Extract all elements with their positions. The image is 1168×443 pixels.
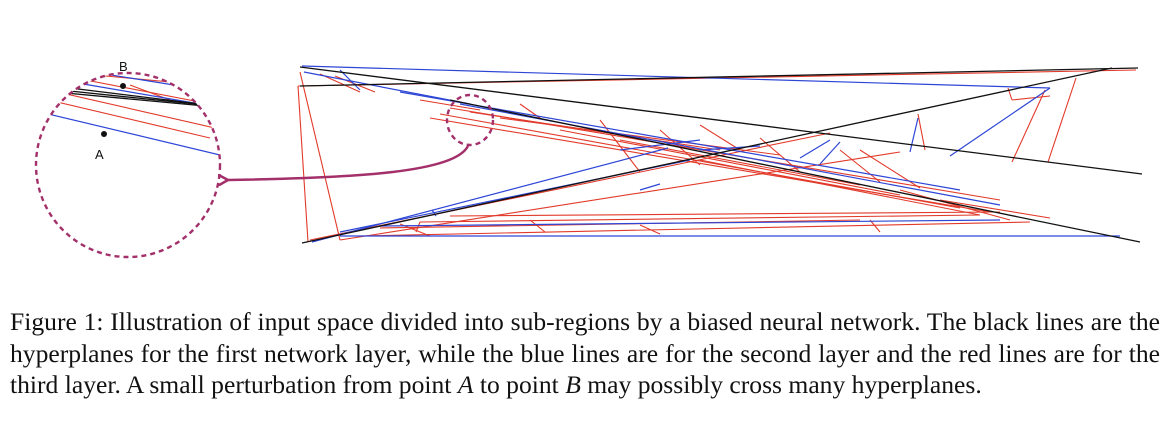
main-diagram	[297, 65, 1143, 244]
zoom-arrow	[228, 145, 470, 180]
second-layer-hyperplanes	[301, 65, 1120, 243]
inset-blue-lines	[39, 73, 220, 156]
magnified-circle	[34, 71, 222, 259]
caption-point-b: B	[565, 370, 581, 399]
caption-middle: to point	[473, 370, 566, 399]
point-a-label: A	[95, 147, 104, 162]
magnified-inset: B A	[34, 59, 222, 259]
figure-caption: Figure 1: Illustration of input space di…	[10, 306, 1160, 401]
inset-black-lines	[54, 87, 206, 107]
point-a-dot	[101, 131, 107, 137]
point-b-label: B	[119, 59, 128, 74]
caption-point-a: A	[457, 370, 474, 399]
caption-tail: may possibly cross many hyperplanes.	[580, 370, 982, 399]
caption-lead: Figure 1: Illustration of input space di…	[10, 307, 1160, 399]
point-b-dot	[120, 83, 126, 89]
zoom-region-marker	[445, 93, 495, 147]
first-layer-hyperplanes	[299, 66, 1143, 244]
hyperplane-figure: B A	[34, 59, 1143, 259]
inset-red-lines	[39, 74, 216, 139]
